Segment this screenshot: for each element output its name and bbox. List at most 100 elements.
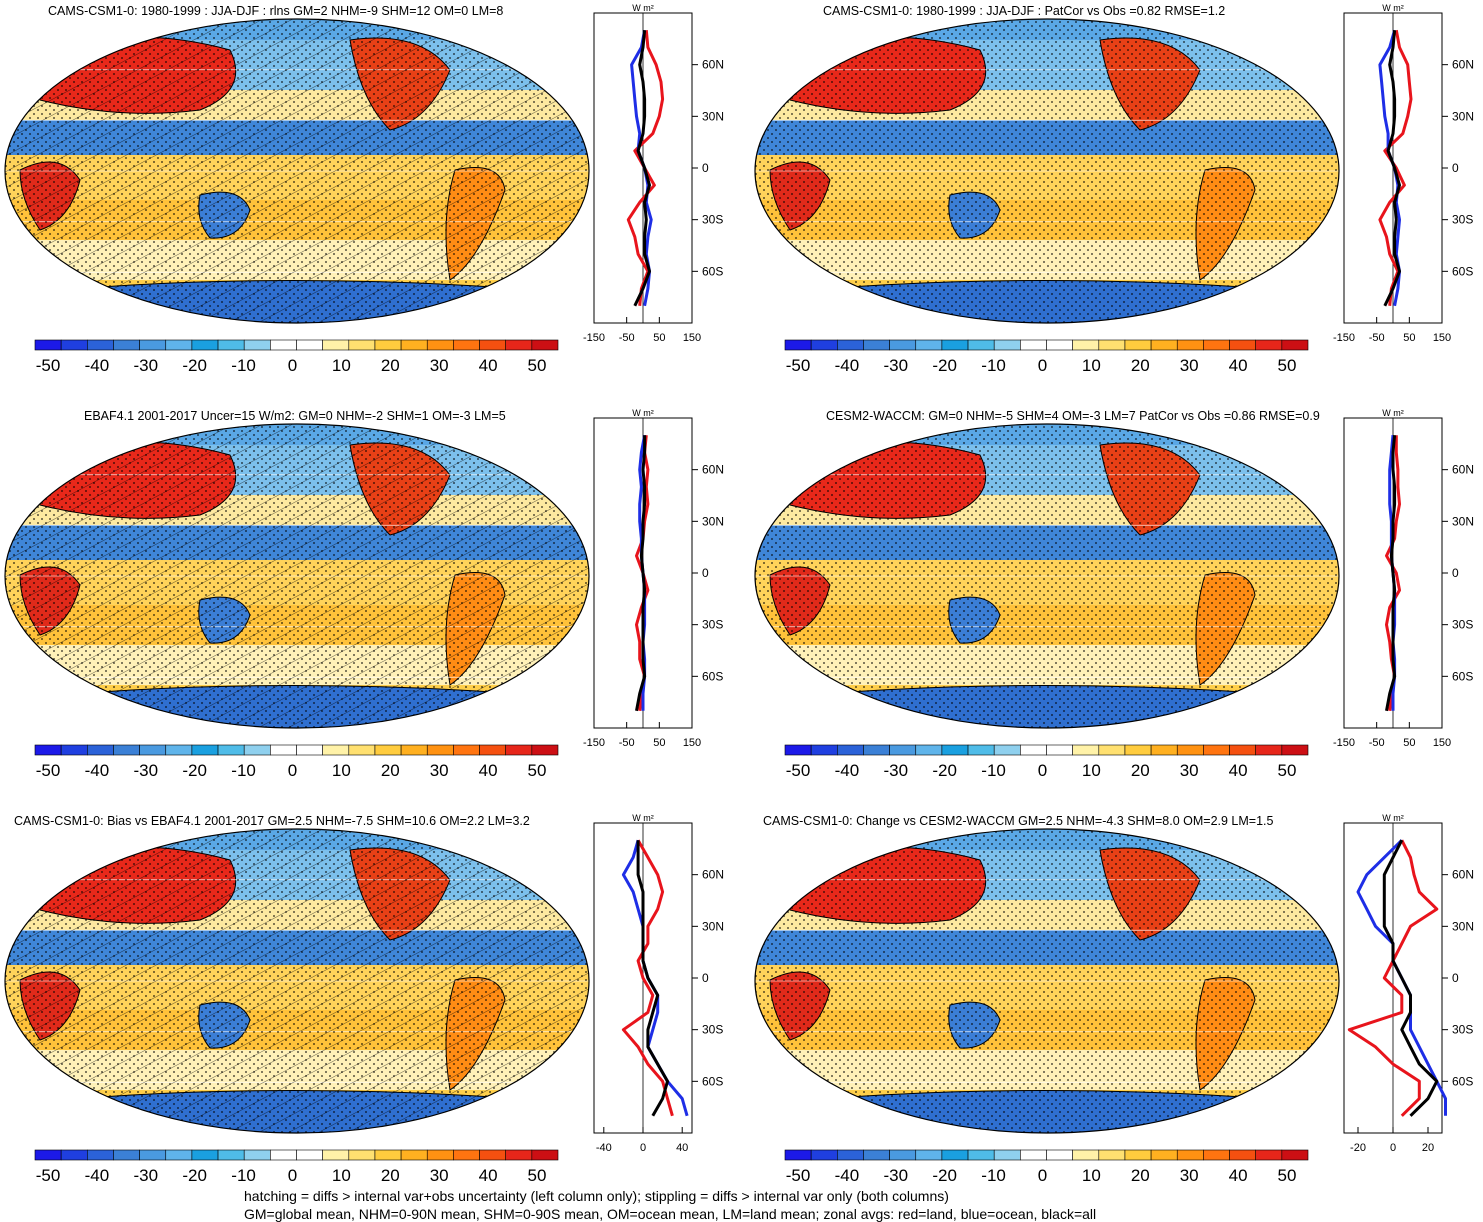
- colorbar-tick-label: 40: [478, 1166, 498, 1185]
- map-panel-p4: CESM2-WACCM: GM=0 NHM=-5 SHM=4 OM=-3 LM=…: [750, 405, 1483, 810]
- colorbar-tick-label: 30: [429, 356, 449, 375]
- lat-tick-label: 30S: [1452, 213, 1473, 227]
- colorbar-tick-label: -50: [785, 761, 811, 780]
- colorbar-tick-label: 20: [380, 356, 400, 375]
- lat-tick-label: 30N: [702, 109, 724, 123]
- x-tick-label: 150: [1433, 332, 1451, 344]
- lat-tick-label: 0: [702, 161, 709, 175]
- colorbar-tick-label: -10: [231, 761, 256, 780]
- lat-tick-label: 30N: [702, 514, 724, 528]
- colorbar-tick-label: 50: [1277, 761, 1297, 780]
- lat-tick-label: 30S: [1452, 618, 1473, 632]
- lat-tick-label: 0: [1452, 161, 1459, 175]
- lat-tick-label: 0: [702, 971, 709, 985]
- unit-label: W m²: [632, 408, 654, 418]
- colorbar-tick-label: 10: [1081, 1166, 1101, 1185]
- zonal-series-land: [1347, 839, 1439, 1117]
- colorbar-tick-label: -30: [883, 761, 909, 780]
- zonal-series-all: [636, 840, 669, 1117]
- robinson-map: [4, 18, 590, 351]
- colorbar-tick-label: 40: [478, 356, 498, 375]
- zonal-series-all: [1383, 30, 1401, 307]
- x-tick-label: -150: [1333, 332, 1355, 344]
- colorbar-tick-label: 50: [527, 1166, 547, 1185]
- lat-tick-label: 30S: [1452, 1023, 1473, 1037]
- colorbar-tick-label: -20: [932, 1166, 957, 1185]
- map-panel-p6: CAMS-CSM1-0: Change vs CESM2-WACCM GM=2.…: [750, 810, 1483, 1215]
- colorbar-tick-label: -20: [932, 761, 957, 780]
- colorbar-swatch: [531, 339, 559, 351]
- colorbar-tick-label: 10: [331, 761, 351, 780]
- colorbar-tick-label: -10: [231, 356, 256, 375]
- map-panel-p1: CAMS-CSM1-0: 1980-1999 : JJA-DJF : rlns …: [0, 0, 741, 405]
- lat-tick-label: 0: [1452, 971, 1459, 985]
- x-tick-label: 0: [1390, 1142, 1396, 1154]
- zonal-series-all: [635, 435, 647, 712]
- x-tick-label: -50: [1369, 332, 1385, 344]
- colorbar-tick-label: 10: [1081, 356, 1101, 375]
- colorbar-swatch: [1281, 1149, 1309, 1161]
- x-tick-label: 150: [683, 332, 701, 344]
- colorbar-tick-label: 10: [331, 356, 351, 375]
- unit-label: W m²: [1382, 408, 1404, 418]
- colorbar-tick-label: 50: [1277, 356, 1297, 375]
- colorbar-tick-label: 10: [1081, 761, 1101, 780]
- robinson-map: [754, 828, 1340, 1161]
- colorbar-tick-label: 30: [1179, 1166, 1199, 1185]
- colorbar-tick-label: -40: [834, 356, 860, 375]
- lat-tick-label: 30N: [1452, 109, 1474, 123]
- x-tick-label: -50: [619, 737, 635, 749]
- colorbar-tick-label: 0: [1037, 761, 1048, 780]
- colorbar-tick-label: 40: [1228, 1166, 1248, 1185]
- x-tick-label: 150: [683, 737, 701, 749]
- x-tick-label: 50: [1403, 737, 1415, 749]
- lat-tick-label: 0: [702, 566, 709, 580]
- robinson-map: [4, 828, 590, 1161]
- lat-tick-label: 60N: [702, 463, 724, 477]
- colorbar-tick-label: 50: [527, 761, 547, 780]
- colorbar-tick-label: 20: [380, 761, 400, 780]
- zonal-mean-plot: 60N 30N 0 30S 60S -150 -50 50 150 W m²: [1333, 3, 1474, 344]
- colorbar-tick-label: -40: [84, 761, 110, 780]
- map-panel-p2: CAMS-CSM1-0: 1980-1999 : JJA-DJF : PatCo…: [750, 0, 1483, 405]
- lat-tick-label: 60S: [702, 1074, 723, 1088]
- colorbar-tick-label: -30: [883, 1166, 909, 1185]
- map-title: CAMS-CSM1-0: Change vs CESM2-WACCM GM=2.…: [763, 814, 1274, 828]
- colorbar-tick-label: 10: [331, 1166, 351, 1185]
- lat-tick-label: 30S: [702, 618, 723, 632]
- map-title: CAMS-CSM1-0: 1980-1999 : JJA-DJF : rlns …: [48, 4, 504, 18]
- zonal-mean-plot: 60N 30N 0 30S 60S -20 0 20 W m²: [1343, 813, 1474, 1154]
- x-tick-label: 40: [676, 1142, 688, 1154]
- map-title: EBAF4.1 2001-2017 Uncer=15 W/m2: GM=0 NH…: [84, 409, 506, 423]
- colorbar-tick-label: 0: [287, 761, 298, 780]
- lat-tick-label: 0: [1452, 566, 1459, 580]
- unit-label: W m²: [632, 813, 654, 823]
- colorbar-swatch: [531, 1149, 559, 1161]
- zonal-series-land: [621, 839, 674, 1117]
- colorbar-tick-label: -20: [182, 1166, 207, 1185]
- colorbar-tick-label: 40: [478, 761, 498, 780]
- zonal-series-all: [1382, 839, 1439, 1117]
- unit-label: W m²: [1382, 813, 1404, 823]
- x-tick-label: 20: [1422, 1142, 1434, 1154]
- x-tick-label: 150: [1433, 737, 1451, 749]
- colorbar-tick-label: 40: [1228, 761, 1248, 780]
- colorbar-tick-label: 0: [1037, 1166, 1048, 1185]
- colorbar-tick-label: -50: [785, 1166, 811, 1185]
- lat-tick-label: 30S: [702, 1023, 723, 1037]
- colorbar-tick-label: -10: [981, 761, 1006, 780]
- colorbar-tick-label: 50: [527, 356, 547, 375]
- map-title: CESM2-WACCM: GM=0 NHM=-5 SHM=4 OM=-3 LM=…: [826, 409, 1320, 423]
- robinson-map: [4, 423, 590, 756]
- footer-line-legend: GM=global mean, NHM=0-90N mean, SHM=0-90…: [244, 1206, 1097, 1222]
- zonal-series-all: [1385, 435, 1397, 712]
- colorbar-tick-label: 20: [380, 1166, 400, 1185]
- lat-tick-label: 30N: [1452, 514, 1474, 528]
- colorbar-tick-label: 0: [287, 356, 298, 375]
- colorbar-tick-label: -50: [35, 356, 61, 375]
- zonal-mean-plot: 60N 30N 0 30S 60S -40 0 40 W m²: [593, 813, 724, 1154]
- x-tick-label: 50: [653, 332, 665, 344]
- x-tick-label: -40: [596, 1142, 612, 1154]
- colorbar-tick-label: 20: [1130, 1166, 1150, 1185]
- colorbar-tick-label: 0: [1037, 356, 1048, 375]
